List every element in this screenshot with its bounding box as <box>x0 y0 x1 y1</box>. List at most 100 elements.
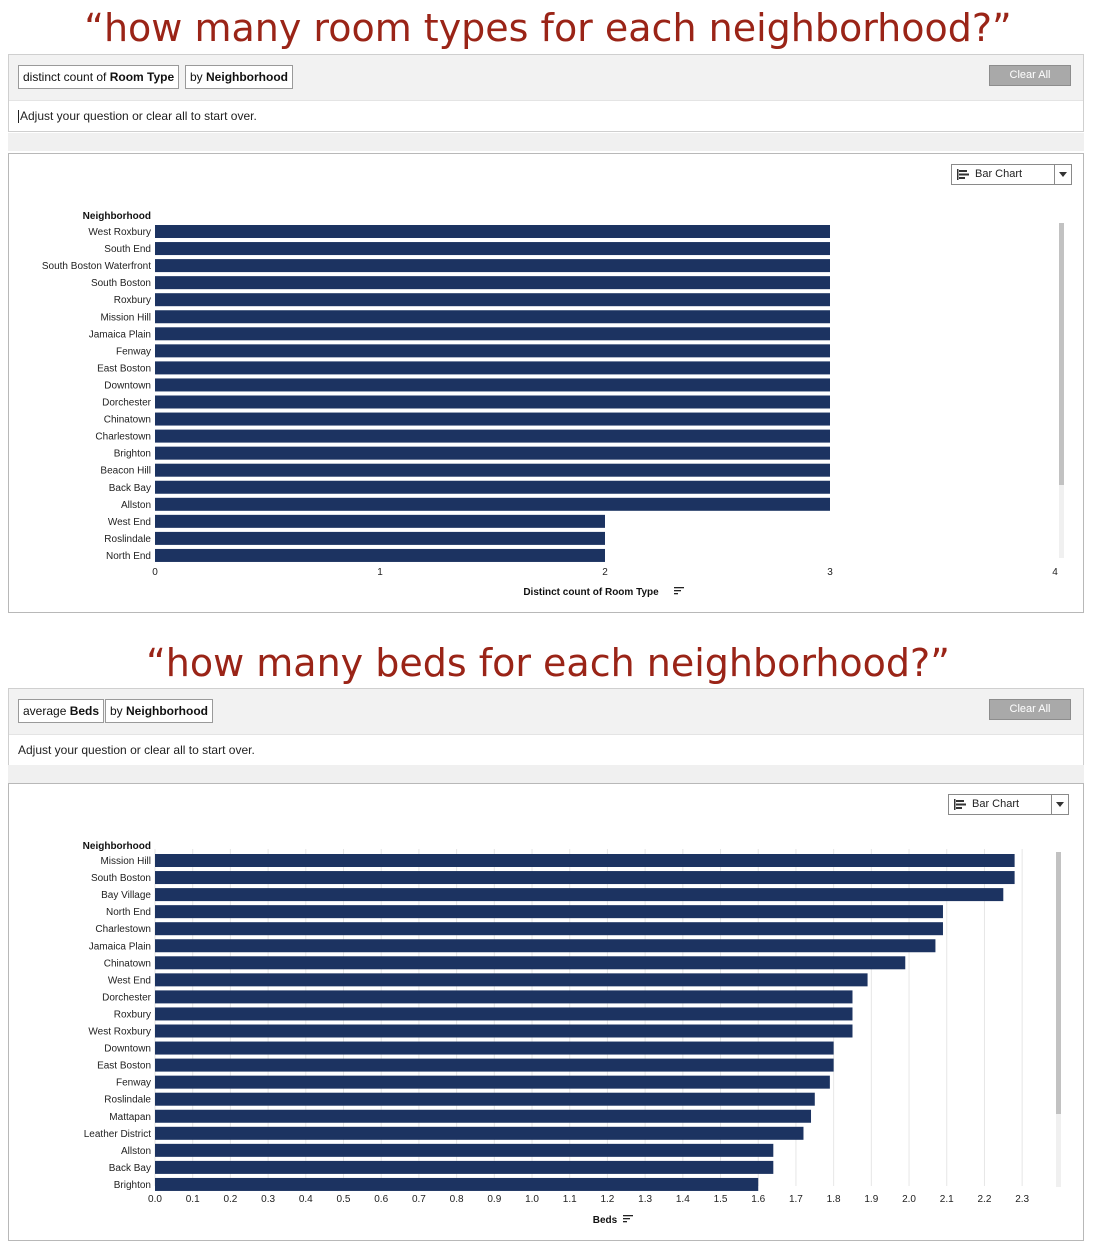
query-input[interactable]: Adjust your question or clear all to sta… <box>9 101 1083 131</box>
measure-pill[interactable]: distinct count of Room Type <box>18 65 180 89</box>
category-label: West Roxbury <box>88 227 151 238</box>
bar <box>155 480 830 494</box>
x-tick-label: 2.3 <box>1015 1194 1029 1205</box>
category-label: South Boston Waterfront <box>42 261 151 272</box>
bar <box>155 412 830 426</box>
category-label: North End <box>106 551 151 562</box>
x-tick-label: 1.9 <box>864 1194 878 1205</box>
bar <box>155 514 605 528</box>
bar <box>155 259 830 273</box>
x-axis-title: Distinct count of Room Type <box>523 587 659 598</box>
category-label: North End <box>106 907 151 918</box>
bar <box>155 990 853 1004</box>
x-tick-label: 1.4 <box>676 1194 690 1205</box>
x-tick-label: 1.5 <box>714 1194 728 1205</box>
x-tick-label: 0.7 <box>412 1194 426 1205</box>
bar <box>155 242 830 256</box>
dimension-pill[interactable]: by Neighborhood <box>185 65 293 89</box>
bar <box>155 276 830 290</box>
category-label: South Boston <box>91 278 151 289</box>
dropdown-separator <box>1051 795 1052 814</box>
x-tick-label: 0.0 <box>148 1194 162 1205</box>
x-tick-label: 0.6 <box>374 1194 388 1205</box>
category-label: Bay Village <box>101 890 151 901</box>
measure-pill[interactable]: average Beds <box>18 699 105 723</box>
bar <box>155 1126 804 1140</box>
vis-type-dropdown[interactable]: Bar Chart <box>951 164 1072 185</box>
x-tick-label: 0.2 <box>223 1194 237 1205</box>
bar <box>155 1109 812 1123</box>
category-label: Chinatown <box>104 958 151 969</box>
bar <box>155 1024 853 1038</box>
dimension-pill[interactable]: by Neighborhood <box>105 699 213 723</box>
category-label: Downtown <box>104 380 151 391</box>
category-label: Jamaica Plain <box>89 329 151 340</box>
x-tick-label: 3 <box>827 567 833 578</box>
chart-panel-room-types: Bar Chart Neighborhood West Roxbury South … <box>8 153 1084 613</box>
x-tick-label: 0.5 <box>337 1194 351 1205</box>
category-label: Roxbury <box>114 295 151 306</box>
panel-divider <box>8 133 1084 151</box>
x-tick-label: 0.8 <box>450 1194 464 1205</box>
x-tick-label: 0.9 <box>487 1194 501 1205</box>
bar <box>155 1007 853 1021</box>
bar <box>155 1160 774 1174</box>
x-tick-label: 1.6 <box>751 1194 765 1205</box>
clear-all-button[interactable]: Clear All <box>989 65 1071 86</box>
x-tick-label: 2.1 <box>940 1194 954 1205</box>
sort-icon[interactable] <box>674 587 684 595</box>
bar <box>155 1058 834 1072</box>
dimension-pill-field: Neighborhood <box>206 70 288 84</box>
category-label: Fenway <box>116 1078 151 1089</box>
bar <box>155 548 605 562</box>
category-label: Mission Hill <box>100 856 151 867</box>
category-label: Chinatown <box>104 415 151 426</box>
bar <box>155 905 943 919</box>
sort-icon[interactable] <box>623 1215 633 1223</box>
x-tick-label: 4 <box>1052 567 1058 578</box>
bar <box>155 1177 759 1191</box>
scrollbar-thumb <box>1056 852 1061 1114</box>
bar <box>155 361 830 375</box>
measure-pill-prefix: distinct count of <box>23 70 110 84</box>
y-axis-title: Neighborhood <box>83 841 151 852</box>
bar <box>155 497 830 511</box>
category-label: West End <box>108 975 151 986</box>
x-tick-label: 1.1 <box>563 1194 577 1205</box>
vis-type-dropdown[interactable]: Bar Chart <box>948 794 1069 815</box>
category-label: Roslindale <box>104 1095 151 1106</box>
category-label: Roslindale <box>104 534 151 545</box>
query-bar: average Beds by Neighborhood Clear All <box>9 689 1083 735</box>
bar <box>155 871 1015 885</box>
hint-text: Adjust your question or clear all to sta… <box>18 743 255 757</box>
dimension-pill-prefix: by <box>190 70 207 84</box>
category-label: East Boston <box>97 1061 151 1072</box>
category-label: West End <box>108 517 151 528</box>
category-label: Allston <box>121 500 151 511</box>
dimension-pill-field: Neighborhood <box>126 704 208 718</box>
chevron-down-icon <box>1056 802 1064 807</box>
dimension-pill-prefix: by <box>110 704 127 718</box>
x-tick-label: 1.3 <box>638 1194 652 1205</box>
clear-all-button[interactable]: Clear All <box>989 699 1071 720</box>
caption-room-types: “how many room types for each neighborho… <box>84 6 1012 50</box>
bar <box>155 293 830 307</box>
bar <box>155 956 906 970</box>
query-panel-room-types: distinct count of Room Type by Neighborh… <box>8 54 1084 132</box>
measure-pill-field: Beds <box>69 704 100 718</box>
category-label: Back Bay <box>109 1163 151 1174</box>
bar <box>155 1143 774 1157</box>
query-input[interactable]: Adjust your question or clear all to sta… <box>9 735 1083 765</box>
bar-chart-icon <box>957 169 969 180</box>
bar <box>155 429 830 443</box>
bar-chart-icon <box>954 799 966 810</box>
dropdown-separator <box>1054 165 1055 184</box>
x-tick-label: 0.4 <box>299 1194 313 1205</box>
measure-pill-field: Room Type <box>109 70 175 84</box>
bar <box>155 922 943 936</box>
chevron-down-icon <box>1059 172 1067 177</box>
bar <box>155 463 830 477</box>
chart-panel-beds: Bar Chart Neighborhood Mission Hill South … <box>8 783 1084 1241</box>
category-label: West Roxbury <box>88 1027 151 1038</box>
x-tick-label: 1.2 <box>600 1194 614 1205</box>
